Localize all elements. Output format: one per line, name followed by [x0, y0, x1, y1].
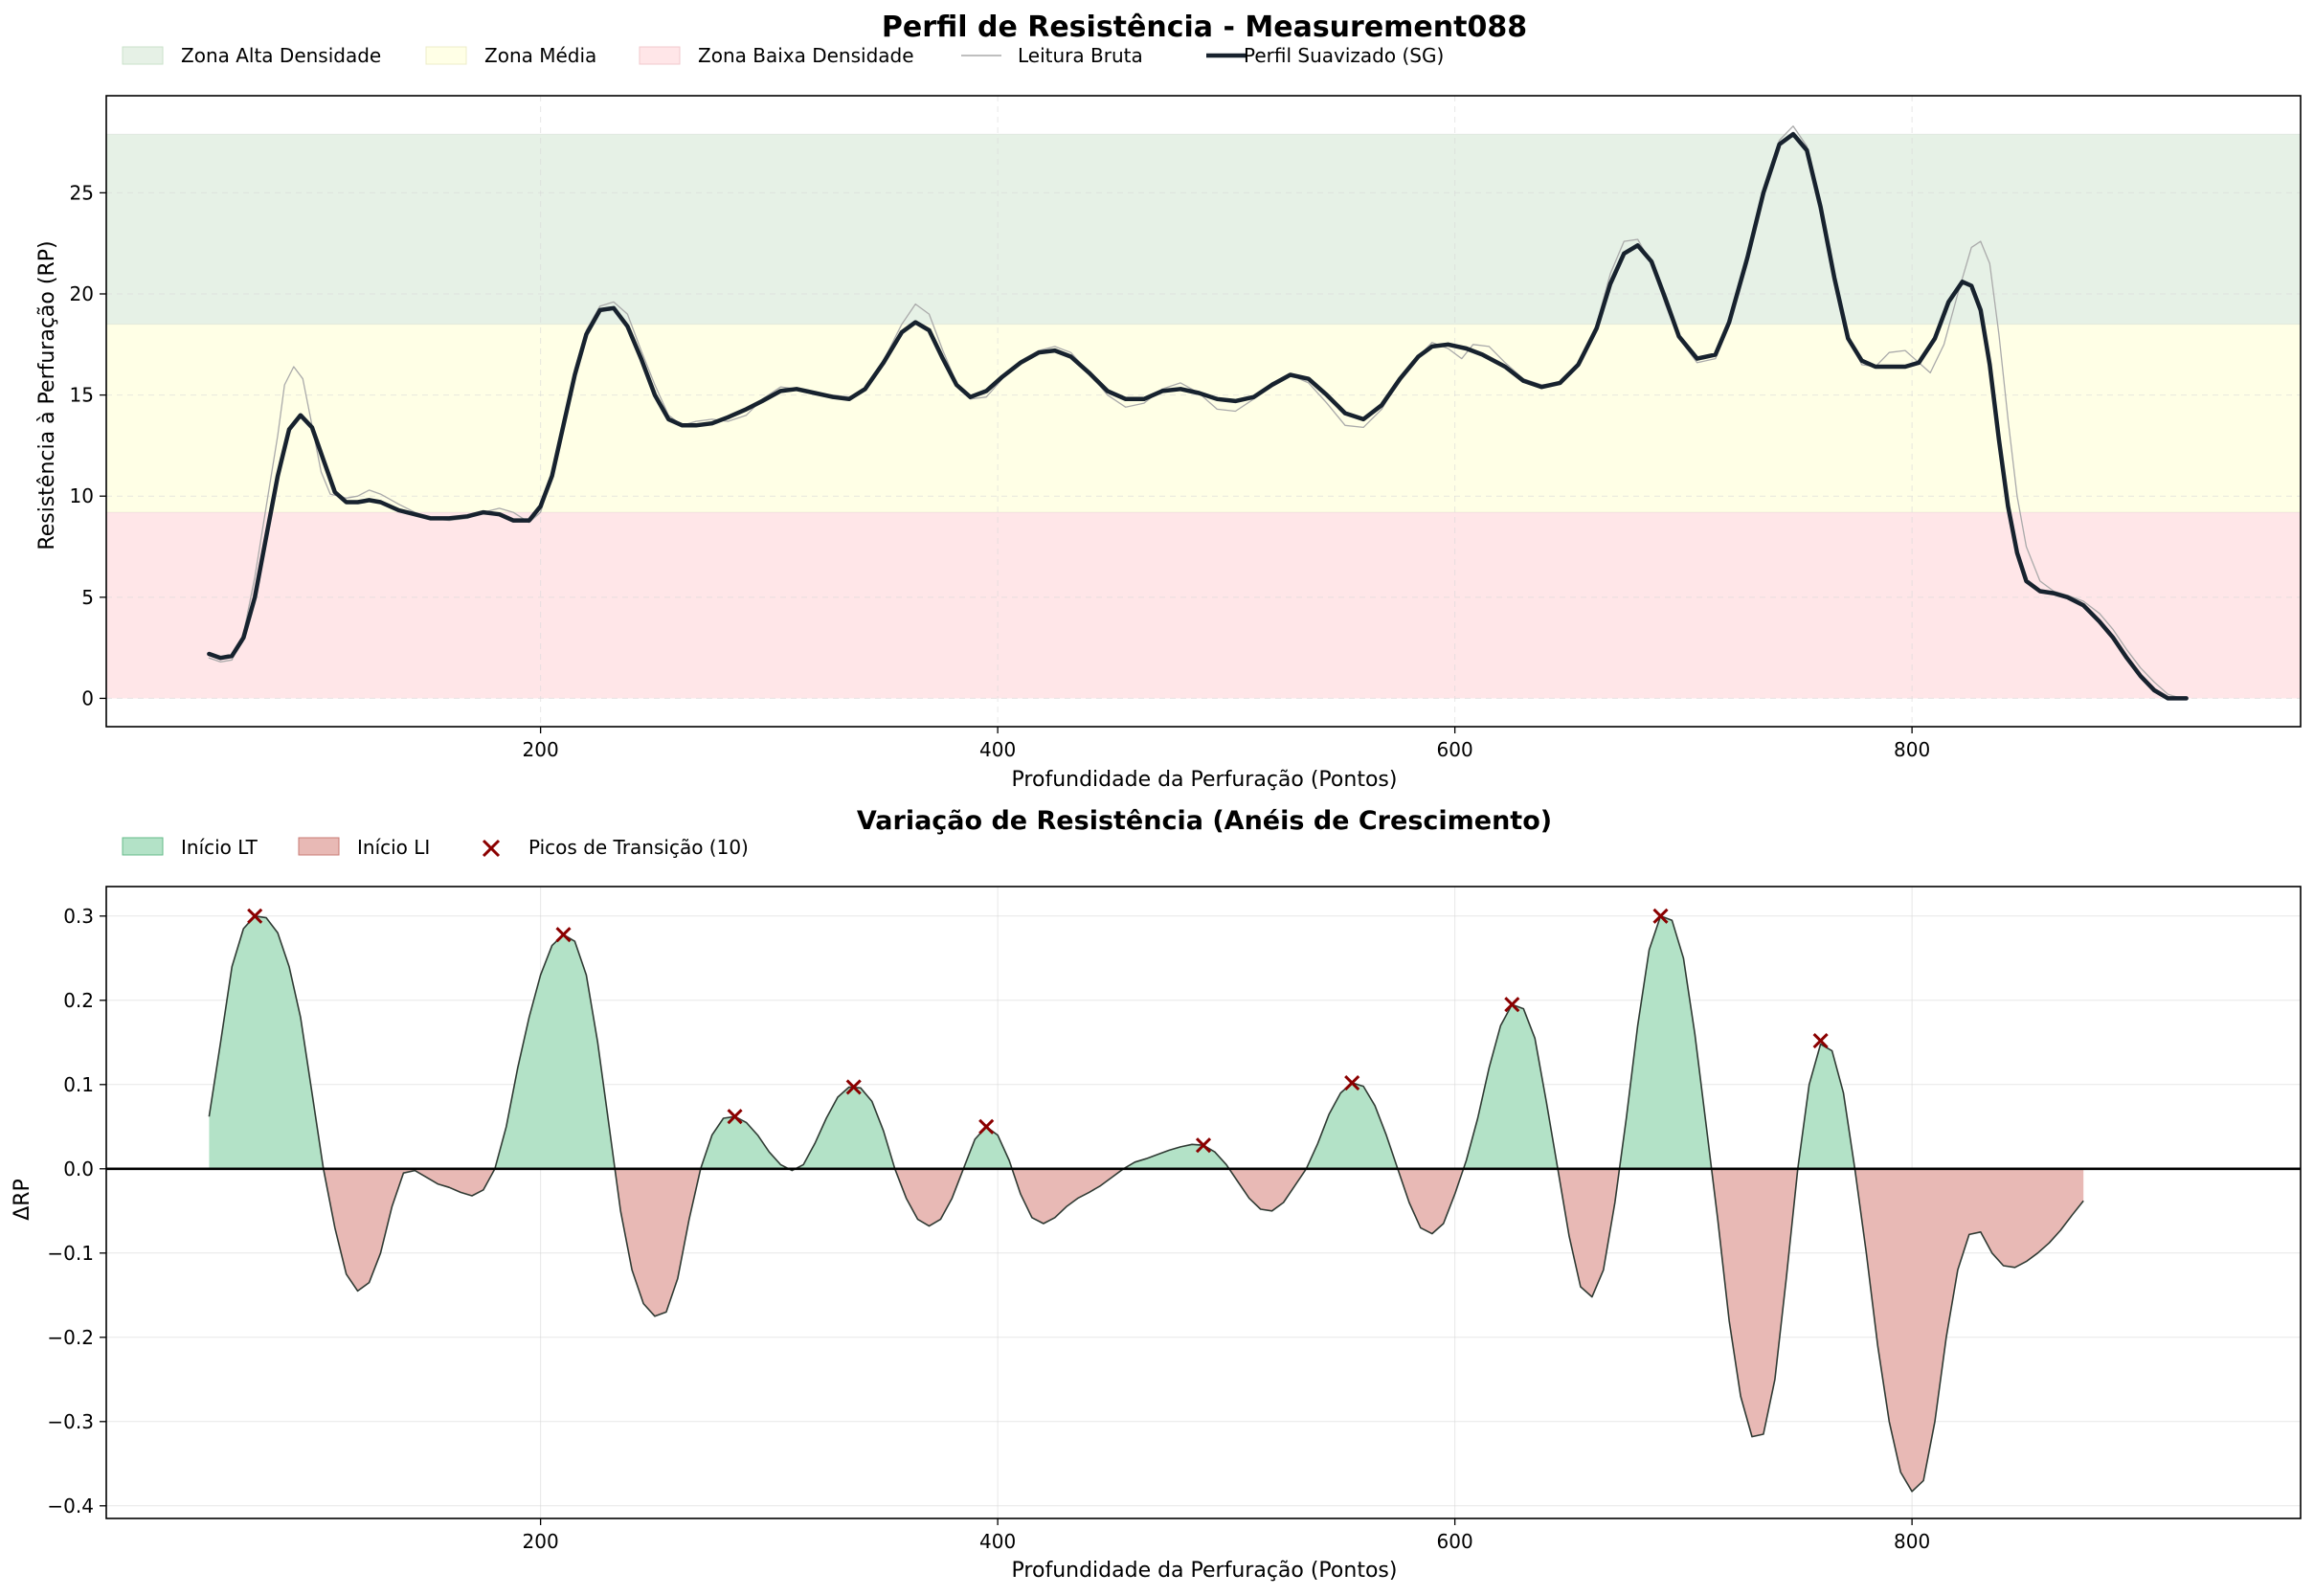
- x-tick-label-bottom-200: 200: [523, 1530, 559, 1553]
- band-1: [106, 324, 2301, 513]
- legend-label-raw: Leitura Bruta: [1018, 44, 1143, 67]
- legend-bottom: Início LT Início LI Picos de Transição (…: [122, 836, 749, 859]
- peak-marker-0: [247, 908, 263, 924]
- legend-label-li: Início LI: [357, 836, 430, 859]
- y-tick-label-bottom-0: 0.0: [63, 1158, 94, 1180]
- y-tick-label-bottom--0.2: −0.2: [47, 1326, 94, 1349]
- area-li-3: [615, 1168, 701, 1316]
- legend-swatch-low: [639, 46, 681, 65]
- area-lt-0: [209, 915, 324, 1169]
- y-axis-label-top: Resistência à Perfuração (RP): [35, 240, 59, 550]
- area-li-17: [1711, 1168, 1798, 1437]
- band-0: [106, 134, 2301, 325]
- y-tick-label-bottom-0.3: 0.3: [63, 905, 94, 928]
- peak-marker-6: [1344, 1074, 1360, 1091]
- legend-label-lt: Início LT: [181, 836, 258, 859]
- peak-marker-4: [978, 1118, 995, 1135]
- peak-marker-5: [1195, 1137, 1212, 1154]
- area-li-11: [1228, 1168, 1307, 1211]
- plot-frame-bottom: [105, 886, 2302, 1519]
- y-axis-label-bottom: ΔRP: [11, 1179, 34, 1221]
- peak-marker-stroke-b-2: [727, 1109, 743, 1125]
- plot-frame-top: [105, 95, 2302, 728]
- peak-marker-stroke-b-4: [978, 1118, 995, 1135]
- area-li-19: [1854, 1168, 2084, 1492]
- peak-marker-stroke-b-5: [1195, 1137, 1212, 1154]
- legend-label-medium: Zona Média: [484, 44, 596, 67]
- peak-marker-stroke-b-0: [247, 908, 263, 924]
- legend-top: Zona Alta Densidade Zona Média Zona Baix…: [122, 44, 1444, 67]
- series-line-delta: [208, 915, 2084, 1493]
- area-lt-10: [1123, 1144, 1229, 1169]
- y-tick-label-bottom-0.1: 0.1: [63, 1073, 94, 1096]
- legend-swatch-medium: [425, 46, 467, 65]
- legend-swatch-high: [122, 46, 164, 65]
- y-tick-label-bottom--0.1: −0.1: [47, 1242, 94, 1265]
- legend-marker-peaks: [482, 839, 501, 858]
- plot-top: 200 400 600 800 0 5 10 15 20 25: [70, 95, 2302, 761]
- area-li-7: [894, 1168, 964, 1226]
- area-lt-8: [963, 1126, 1012, 1169]
- peak-marker-stroke-b-8: [1652, 908, 1669, 924]
- x-tick-label-bottom-600: 600: [1437, 1530, 1473, 1553]
- legend-label-high: Zona Alta Densidade: [181, 44, 381, 67]
- y-tick-label-bottom--0.4: −0.4: [47, 1495, 94, 1517]
- peak-marker-stroke-b-6: [1344, 1074, 1360, 1091]
- peak-marker-8: [1652, 908, 1669, 924]
- legend-swatch-lt: [122, 837, 164, 856]
- chart-title-top: Perfil de Resistência - Measurement088: [882, 11, 1527, 44]
- peak-marker-9: [1812, 1032, 1829, 1049]
- series-line-smooth: [207, 131, 2189, 701]
- y-tick-label-top-5: 5: [81, 586, 94, 609]
- x-axis-label-top: Profundidade da Perfuração (Pontos): [1012, 768, 1398, 792]
- y-tick-label-bottom--0.3: −0.3: [47, 1410, 94, 1433]
- x-tick-label-top-600: 600: [1437, 738, 1473, 761]
- area-lt-4: [700, 1116, 789, 1169]
- peak-marker-stroke-b-7: [1504, 997, 1520, 1013]
- x-tick-label-bottom-800: 800: [1894, 1530, 1930, 1553]
- band-2: [106, 512, 2301, 699]
- peak-marker-stroke-b-3: [845, 1079, 862, 1095]
- x-tick-label-top-400: 400: [979, 738, 1016, 761]
- y-tick-label-top-25: 25: [70, 181, 94, 204]
- legend-swatch-li: [298, 837, 340, 856]
- area-lt-2: [494, 934, 616, 1169]
- y-tick-label-top-20: 20: [70, 282, 94, 305]
- peak-marker-1: [555, 927, 572, 943]
- area-lt-16: [1619, 915, 1712, 1169]
- area-lt-14: [1463, 1004, 1559, 1169]
- x-axis-label-bottom: Profundidade da Perfuração (Pontos): [1012, 1559, 1398, 1583]
- plot-bottom: 200 400 600 800 0.3 0.2 0.1 0.0 −0.1 −0.2 −0.3 −0.4: [47, 886, 2302, 1553]
- y-tick-label-top-0: 0: [81, 686, 94, 709]
- y-tick-label-bottom-0.2: 0.2: [63, 989, 94, 1012]
- y-tick-label-top-10: 10: [70, 484, 94, 507]
- area-li-13: [1397, 1168, 1464, 1234]
- x-tick-label-top-200: 200: [523, 738, 559, 761]
- legend-label-peaks: Picos de Transição (10): [528, 836, 749, 859]
- x-tick-label-bottom-400: 400: [979, 1530, 1016, 1553]
- legend-label-smooth: Perfil Suavizado (SG): [1244, 44, 1444, 67]
- area-lt-12: [1306, 1083, 1398, 1169]
- peak-marker-7: [1504, 997, 1520, 1013]
- y-tick-label-top-15: 15: [70, 384, 94, 407]
- area-lt-6: [795, 1087, 895, 1169]
- chart-title-bottom: Variação de Resistência (Anéis de Cresci…: [857, 806, 1552, 836]
- peak-marker-2: [727, 1109, 743, 1125]
- legend-label-low: Zona Baixa Densidade: [698, 44, 914, 67]
- area-li-9: [1012, 1168, 1124, 1224]
- peak-marker-stroke-b-9: [1812, 1032, 1829, 1049]
- peak-marker-stroke-b-1: [555, 927, 572, 943]
- x-tick-label-top-800: 800: [1894, 738, 1930, 761]
- area-li-1: [323, 1168, 495, 1292]
- peak-marker-3: [845, 1079, 862, 1095]
